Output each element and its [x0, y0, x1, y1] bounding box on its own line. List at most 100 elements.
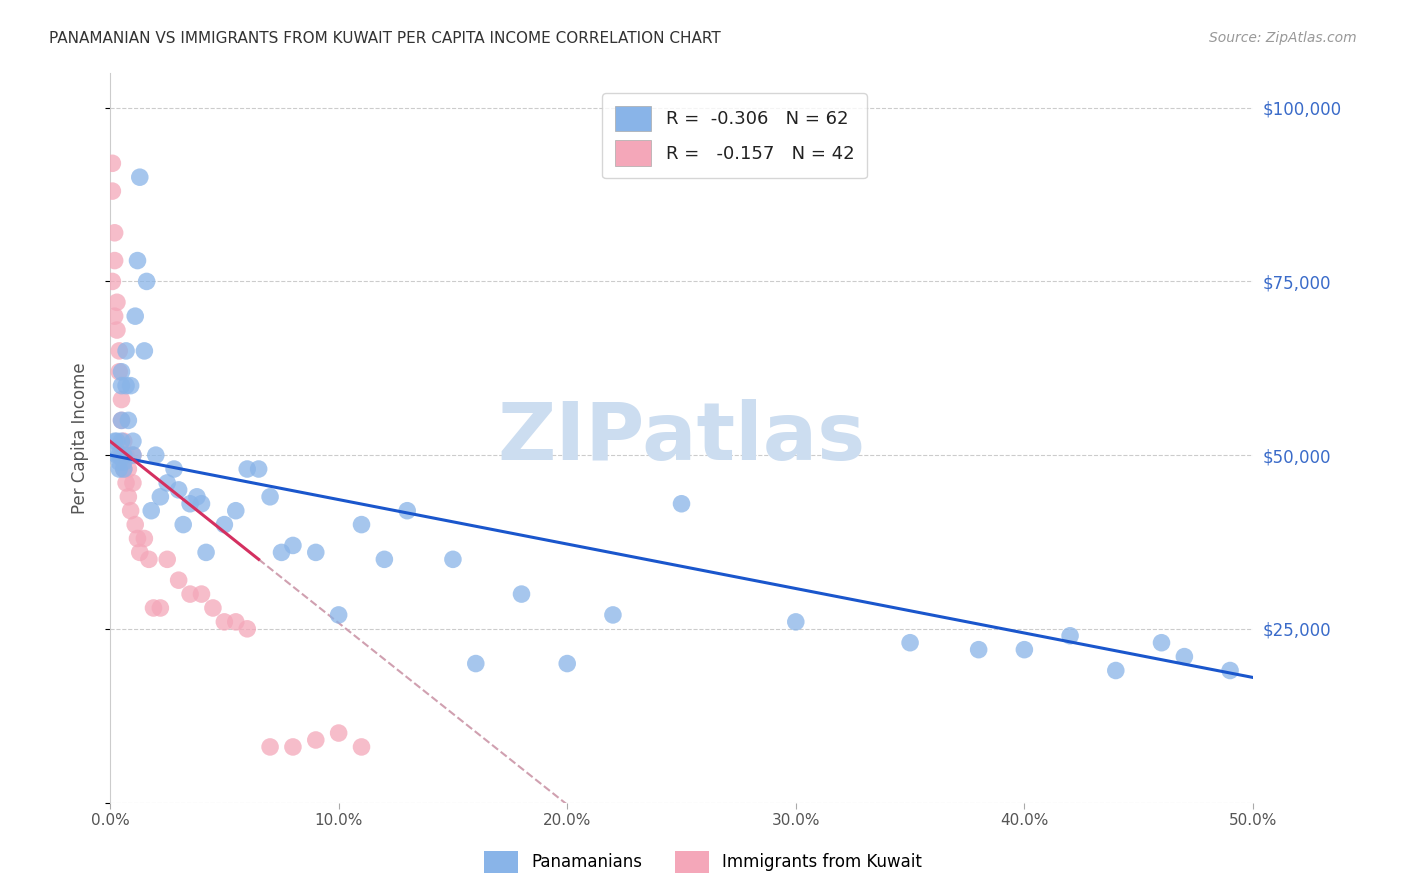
Point [190, 587, 212, 601]
Point [464, 657, 486, 671]
Point [122, 448, 145, 462]
Point [115, 343, 138, 358]
Point [179, 497, 201, 511]
Point [142, 601, 165, 615]
Point [1219, 664, 1241, 678]
Point [214, 615, 236, 629]
Point [127, 253, 149, 268]
Point [156, 475, 179, 490]
Point [441, 552, 464, 566]
Point [179, 587, 201, 601]
Point [117, 462, 139, 476]
Point [117, 413, 139, 427]
Point [671, 497, 693, 511]
Point [124, 309, 146, 323]
Point [134, 343, 156, 358]
Point [104, 309, 127, 323]
Point [110, 413, 132, 427]
Point [281, 538, 304, 552]
Point [105, 295, 128, 310]
Point [1105, 664, 1128, 678]
Point [350, 739, 373, 754]
Point [172, 517, 194, 532]
Point [373, 552, 395, 566]
Point [259, 490, 281, 504]
Point [115, 378, 138, 392]
Point [225, 615, 247, 629]
Point [149, 490, 172, 504]
Point [110, 392, 132, 407]
Point [105, 323, 128, 337]
Point [112, 434, 135, 449]
Point [101, 156, 124, 170]
Point [104, 253, 127, 268]
Point [602, 607, 624, 622]
Point [305, 545, 328, 559]
Point [110, 413, 132, 427]
Point [138, 552, 160, 566]
Point [236, 462, 259, 476]
Point [305, 733, 328, 747]
Point [112, 462, 135, 476]
Point [112, 448, 135, 462]
Point [785, 615, 807, 629]
Point [201, 601, 224, 615]
Point [134, 532, 156, 546]
Point [247, 462, 270, 476]
Point [110, 378, 132, 392]
Point [108, 448, 131, 462]
Point [108, 462, 131, 476]
Point [108, 365, 131, 379]
Point [101, 184, 124, 198]
Point [127, 532, 149, 546]
Point [122, 434, 145, 449]
Point [190, 497, 212, 511]
Point [186, 490, 208, 504]
Point [108, 343, 131, 358]
Text: Source: ZipAtlas.com: Source: ZipAtlas.com [1209, 31, 1357, 45]
Point [122, 448, 145, 462]
Point [898, 636, 921, 650]
Point [967, 642, 990, 657]
Point [1059, 629, 1081, 643]
Point [214, 517, 236, 532]
Point [510, 587, 533, 601]
Point [236, 622, 259, 636]
Point [117, 490, 139, 504]
Y-axis label: Per Capita Income: Per Capita Income [72, 362, 89, 514]
Point [156, 552, 179, 566]
Point [110, 448, 132, 462]
Point [167, 483, 190, 497]
Point [328, 726, 350, 740]
Point [350, 517, 373, 532]
Point [128, 545, 150, 559]
Point [105, 434, 128, 449]
Point [122, 475, 145, 490]
Point [1014, 642, 1036, 657]
Point [1173, 649, 1195, 664]
Point [149, 601, 172, 615]
Point [120, 504, 142, 518]
Point [128, 170, 150, 185]
Point [328, 607, 350, 622]
Point [281, 739, 304, 754]
Point [396, 504, 419, 518]
Point [105, 448, 128, 462]
Point [167, 573, 190, 587]
Point [135, 274, 157, 288]
Point [104, 434, 127, 449]
Text: PANAMANIAN VS IMMIGRANTS FROM KUWAIT PER CAPITA INCOME CORRELATION CHART: PANAMANIAN VS IMMIGRANTS FROM KUWAIT PER… [49, 31, 721, 46]
Text: ZIPatlas: ZIPatlas [498, 399, 866, 476]
Legend: R =  -0.306   N = 62, R =   -0.157   N = 42: R = -0.306 N = 62, R = -0.157 N = 42 [602, 93, 866, 178]
Point [120, 378, 142, 392]
Point [112, 462, 135, 476]
Point [110, 434, 132, 449]
Point [112, 455, 135, 469]
Point [270, 545, 292, 559]
Point [259, 739, 281, 754]
Point [141, 504, 163, 518]
Point [195, 545, 218, 559]
Legend: Panamanians, Immigrants from Kuwait: Panamanians, Immigrants from Kuwait [478, 845, 928, 880]
Point [1150, 636, 1173, 650]
Point [115, 448, 138, 462]
